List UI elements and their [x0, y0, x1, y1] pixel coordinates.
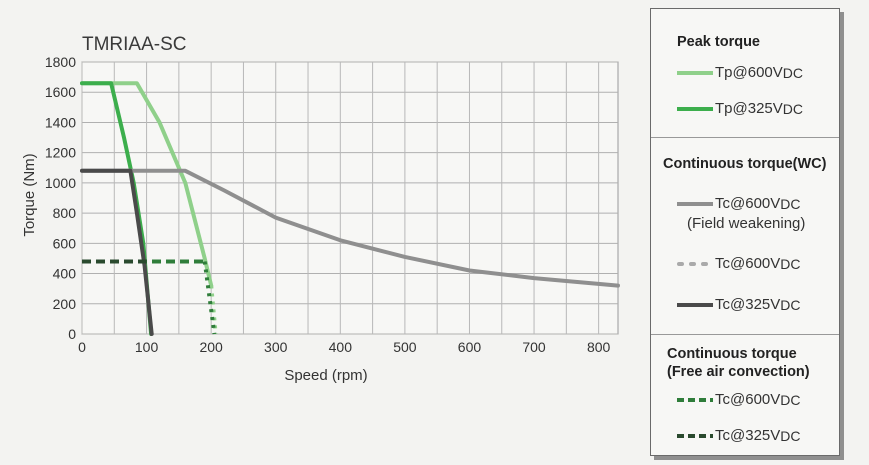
y-tick-label: 600	[53, 235, 77, 251]
legend-entry-tc600fw: Tc@600V DC	[675, 195, 801, 212]
legend-sub-tc600: DC	[780, 255, 801, 272]
legend-swatch-tcfree325	[677, 433, 713, 438]
legend-note-text: (Field weakening)	[687, 215, 806, 232]
legend-swatch-tp600	[677, 70, 713, 75]
legend-divider-1	[651, 137, 839, 138]
x-tick-label: 0	[78, 339, 86, 355]
legend-swatch-tp325	[677, 106, 713, 111]
legend-section-wc: Continuous torque(WC)	[651, 155, 839, 173]
legend-sub-tp325: DC	[782, 100, 803, 117]
x-ticks: 0 100 200 300 400 500 600 700 800	[78, 339, 610, 355]
legend-entry-tc325: Tc@325V DC	[675, 296, 801, 313]
legend-sub-tp600: DC	[782, 64, 803, 81]
y-tick-label: 0	[68, 326, 76, 342]
series-line-tc600fw	[80, 168, 620, 288]
legend-heading-free-2: (Free air convection)	[667, 364, 810, 380]
legend-swatch-tc325	[677, 302, 713, 307]
legend-label-tp325: Tp@325V	[715, 100, 783, 117]
legend-section-free: Continuous torque (Free air convection)	[651, 345, 839, 381]
legend-note-field-weakening: (Field weakening)	[687, 215, 805, 232]
y-tick-label: 1400	[45, 114, 76, 130]
y-tick-label: 200	[53, 296, 77, 312]
legend-entry-tcfree325: Tc@325V DC	[675, 427, 801, 444]
legend-sub-tcfree600: DC	[780, 391, 801, 408]
y-tick-label: 1000	[45, 175, 76, 191]
legend-label-tcfree600: Tc@600V	[715, 391, 781, 408]
legend-label-tc600fw: Tc@600V	[715, 195, 781, 212]
legend: Peak torque Tp@600V DC Tp@325V DC Continuo…	[650, 8, 840, 456]
legend-divider-2	[651, 334, 839, 335]
x-tick-label: 800	[587, 339, 611, 355]
legend-section-peak: Peak torque	[651, 33, 839, 51]
legend-heading-free-1: Continuous torque	[667, 346, 797, 362]
legend-label-tc325: Tc@325V	[715, 296, 781, 313]
x-tick-label: 100	[135, 339, 159, 355]
legend-sub-tcfree325: DC	[780, 427, 801, 444]
legend-label-tcfree325: Tc@325V	[715, 427, 781, 444]
legend-entry-tp600: Tp@600V DC	[675, 64, 803, 81]
plot-area	[81, 61, 619, 335]
y-tick-label: 400	[53, 266, 77, 282]
series-line-tc325	[80, 168, 154, 336]
grid	[81, 61, 619, 335]
legend-label-tc600: Tc@600V	[715, 255, 781, 272]
x-tick-label: 200	[199, 339, 223, 355]
legend-swatch-tcfree600	[677, 397, 713, 402]
x-tick-label: 400	[329, 339, 353, 355]
legend-swatch-tc600fw	[677, 201, 713, 206]
y-tick-label: 1200	[45, 145, 76, 161]
legend-sub-tc600fw: DC	[780, 195, 801, 212]
x-tick-label: 600	[458, 339, 482, 355]
x-tick-label: 700	[522, 339, 546, 355]
legend-entry-tcfree600: Tc@600V DC	[675, 391, 801, 408]
y-tick-label: 1600	[45, 84, 76, 100]
legend-sub-tc325: DC	[780, 296, 801, 313]
x-axis-label: Speed (rpm)	[284, 367, 367, 384]
y-tick-label: 1800	[45, 54, 76, 70]
legend-heading-wc: Continuous torque(WC)	[663, 156, 827, 172]
chart: TMRIAA-SC 020040060080010001200140016001…	[21, 34, 620, 384]
y-ticks: 0 200 400 600 800 1000 1200 1400 1600 1800	[45, 54, 76, 342]
chart-title: TMRIAA-SC	[82, 34, 187, 55]
y-axis-label: Torque (Nm)	[21, 153, 38, 236]
legend-label-tp600: Tp@600V	[715, 64, 783, 81]
series-group	[80, 81, 620, 336]
legend-swatch-tc600	[677, 261, 715, 266]
legend-heading-peak: Peak torque	[677, 34, 760, 50]
legend-entry-tc600: Tc@600V DC	[675, 255, 801, 272]
x-tick-label: 500	[393, 339, 417, 355]
y-tick-label: 800	[53, 205, 77, 221]
x-tick-label: 300	[264, 339, 288, 355]
legend-entry-tp325: Tp@325V DC	[675, 100, 803, 117]
